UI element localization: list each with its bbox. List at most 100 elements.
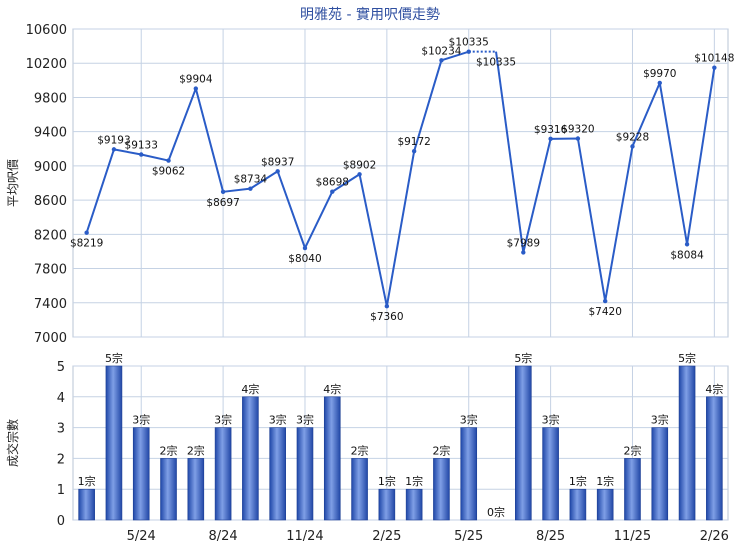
price-point [384,304,390,309]
price-point [84,230,89,235]
transaction-bar [214,427,232,521]
line-y-axis-title: 平均呎價 [6,159,20,207]
bar-data-label: 3宗 [269,413,287,427]
line-y-tick-label: 8600 [34,194,67,209]
price-data-label: $7989 [507,237,540,249]
price-data-label: $9228 [616,131,649,143]
x-tick-label: 11/25 [614,529,651,544]
bar-data-label: 0宗 [487,505,505,519]
price-point [684,242,690,247]
price-point [111,147,117,152]
bar-data-label: 3宗 [542,413,560,427]
bar-data-label: 2宗 [160,443,178,457]
bar-y-axis-title: 成交宗數 [5,419,20,467]
price-data-label: $9062 [152,166,185,178]
line-y-tick-label: 10600 [26,23,67,38]
bar-data-label: 3宗 [460,413,478,427]
price-gap-bridge-drop [495,51,525,253]
bar-y-tick-label: 1 [57,483,65,498]
transaction-bar [678,365,696,521]
price-data-label: $9904 [179,74,213,86]
bar-y-tick-label: 0 [57,514,65,529]
x-tick-label: 2/25 [372,529,401,544]
line-y-tick-label: 8200 [34,228,67,243]
price-point [602,298,608,304]
bar-data-label: 3宗 [651,413,669,427]
transaction-bar [651,427,669,521]
line-y-tick-label: 9000 [34,160,67,175]
transaction-bar [78,488,95,521]
price-point [248,186,253,191]
price-point [275,169,280,174]
transaction-bar [569,488,587,521]
price-data-label: $9320 [561,124,594,136]
price-data-label: $8902 [343,159,376,171]
price-point [166,158,171,163]
transaction-bar [132,427,150,521]
transaction-bar [706,396,723,521]
bar-data-label: 5宗 [514,351,532,365]
price-data-label: $9970 [643,68,676,80]
bar-data-label: 2宗 [187,443,205,457]
transaction-bar [460,427,478,521]
price-point [220,189,226,195]
price-data-label: $8937 [261,156,294,168]
x-tick-label: 8/25 [536,529,565,544]
price-data-label: $9172 [397,136,430,148]
price-data-label: $8698 [316,177,349,189]
price-point [657,80,662,86]
price-data-label: $9316 [534,124,568,136]
price-point [357,172,362,177]
price-data-label: $9133 [125,140,158,152]
price-data-label: $8219 [70,238,103,250]
bar-data-label: 3宗 [214,413,232,427]
chart-title: 明雅苑 - 實用呎價走勢 [300,6,440,23]
line-y-tick-label: 7400 [34,297,67,312]
x-tick-label: 5/24 [127,529,156,544]
bar-data-label: 4宗 [705,382,723,396]
bar-data-label: 3宗 [296,413,314,427]
bar-data-label: 3宗 [132,413,150,427]
price-point [330,189,335,194]
bar-y-tick-label: 2 [57,452,65,467]
price-data-label: $8040 [288,253,321,265]
transaction-bar [296,427,314,521]
price-data-label: $8084 [670,249,704,261]
bar-y-tick-label: 5 [57,360,65,375]
bar-data-label: 4宗 [241,382,259,396]
x-tick-label: 5/25 [454,529,483,544]
bar-data-label: 1宗 [78,474,96,488]
line-plot-area [72,28,729,338]
price-data-label: $10148 [694,53,734,65]
price-series-line [522,67,716,303]
transaction-bar [351,458,368,521]
price-point [466,49,471,54]
transaction-bar [624,458,641,521]
price-point [139,152,144,157]
bar-plot-area [72,365,729,521]
price-point [439,58,444,63]
line-y-tick-label: 7800 [34,263,67,278]
price-point [712,65,717,70]
bar-y-tick-label: 4 [57,391,65,406]
price-data-label: $10335 [449,37,489,49]
price-point [193,86,199,91]
bar-data-label: 2宗 [351,443,369,457]
transaction-bar [242,396,259,521]
bar-data-label: 5宗 [678,351,696,365]
transaction-bar [323,396,341,521]
bar-data-label: 1宗 [405,474,423,488]
price-point [630,144,635,149]
price-point [521,250,526,255]
bar-data-label: 5宗 [105,351,123,365]
bar-panel: 0 1 2 3 4 5 5/24 8/24 11/24 2/25 5/25 8/25 11/25 2/26… [5,351,729,544]
transaction-bar [596,488,614,521]
bar-data-label: 2宗 [623,443,641,457]
line-y-tick-label: 10200 [26,57,67,72]
transaction-bar [433,458,450,521]
transaction-bar [542,427,559,521]
bar-data-label: 1宗 [569,474,587,488]
price-data-label: $10234 [421,45,461,57]
